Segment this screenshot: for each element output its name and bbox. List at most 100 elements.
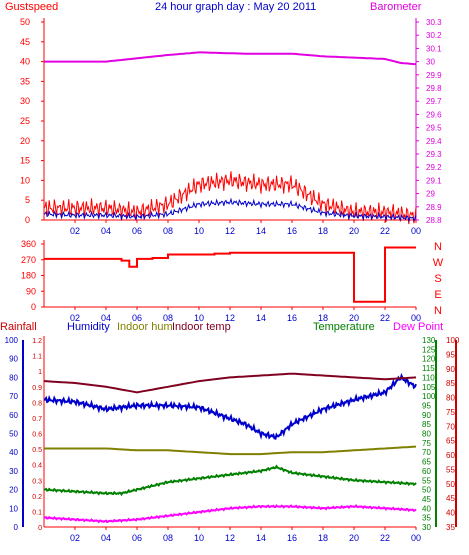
hour-tick-label: 14 xyxy=(256,226,266,236)
hour-tick-label: 14 xyxy=(256,533,266,543)
dew-point-tick-label: 85 xyxy=(446,379,455,388)
dew-point-tick-label: 65 xyxy=(446,437,455,446)
hour-tick-label: 16 xyxy=(287,313,297,323)
windspeed-line xyxy=(43,197,417,223)
series-layer xyxy=(43,51,417,524)
hour-tick-label: 00 xyxy=(411,226,421,236)
baro-tick-label: 29.8 xyxy=(426,84,442,93)
humidity-tick-label: 30 xyxy=(9,467,18,476)
humidity-tick-label: 90 xyxy=(9,355,18,364)
temperature-tick-label: 130 xyxy=(422,336,436,345)
hour-tick-label: 10 xyxy=(194,533,204,543)
barometer-label: Barometer xyxy=(370,1,422,13)
baro-tick-label: 29.6 xyxy=(426,110,442,119)
hour-tick-label: 04 xyxy=(101,533,111,543)
baro-tick-label: 30.1 xyxy=(426,44,442,53)
humidity-tick-label: 20 xyxy=(9,486,18,495)
gust-tick-label: 35 xyxy=(20,76,30,86)
temperature-tick-label: 75 xyxy=(422,439,431,448)
direction-tick-label: 180 xyxy=(21,271,36,281)
dew-point-tick-label: 70 xyxy=(446,422,455,431)
rain-tick-label: 0.9 xyxy=(32,385,42,392)
humidity-tick-label: 0 xyxy=(14,523,19,532)
gust-tick-label: 50 xyxy=(20,17,30,27)
hour-tick-label: 08 xyxy=(163,313,173,323)
indoor-temp-label: Indoor temp xyxy=(172,321,231,333)
hour-tick-label: 18 xyxy=(318,226,328,236)
baro-tick-label: 29.4 xyxy=(426,137,442,146)
gust-tick-label: 40 xyxy=(20,57,30,67)
hour-tick-label: 06 xyxy=(132,313,142,323)
hour-tick-label: 02 xyxy=(70,533,80,543)
dew-point-tick-label: 100 xyxy=(446,336,460,345)
wind-direction-line xyxy=(44,246,416,303)
baro-tick-label: 29.1 xyxy=(426,176,442,185)
graph-title: 24 hour graph day : May 20 2011 xyxy=(155,1,316,13)
baro-tick-label: 29.3 xyxy=(426,150,442,159)
rain-tick-label: 0 xyxy=(38,525,42,532)
humidity-tick-label: 50 xyxy=(9,430,18,439)
humidity-label: Humidity xyxy=(67,321,110,333)
hour-tick-label: 14 xyxy=(256,313,266,323)
compass-label-n: N xyxy=(434,305,442,317)
humidity-tick-label: 40 xyxy=(9,448,18,457)
hour-tick-label: 10 xyxy=(194,226,204,236)
hour-tick-label: 00 xyxy=(411,313,421,323)
tick-labels-layer: 0202020404040606060808081010101212121414… xyxy=(5,17,460,543)
baro-tick-label: 29.9 xyxy=(426,71,442,80)
baro-tick-label: 29 xyxy=(426,190,435,199)
indoor-temp-line xyxy=(43,372,417,394)
temperature-tick-label: 30 xyxy=(422,523,431,532)
rain-tick-label: 0.4 xyxy=(32,463,42,470)
temperature-tick-label: 110 xyxy=(422,373,435,382)
gust-tick-label: 5 xyxy=(25,195,30,205)
compass-label-s: S xyxy=(434,273,441,285)
direction-tick-label: 90 xyxy=(26,286,36,296)
rain-tick-label: 1.1 xyxy=(32,354,42,361)
hour-tick-label: 20 xyxy=(349,226,359,236)
temperature-tick-label: 60 xyxy=(422,467,431,476)
baro-tick-label: 29.7 xyxy=(426,97,442,106)
direction-tick-label: 0 xyxy=(31,302,36,312)
rain-tick-label: 1.2 xyxy=(32,338,42,345)
temperature-tick-label: 40 xyxy=(422,504,431,513)
temperature-tick-label: 65 xyxy=(422,458,431,467)
baro-tick-label: 29.2 xyxy=(426,163,442,172)
rain-tick-label: 0.1 xyxy=(32,509,42,516)
temperature-tick-label: 120 xyxy=(422,355,436,364)
hour-tick-label: 12 xyxy=(225,533,235,543)
hour-tick-label: 02 xyxy=(70,313,80,323)
rain-tick-label: 0.3 xyxy=(32,478,42,485)
dew-point-tick-label: 40 xyxy=(446,509,455,518)
temperature-tick-label: 125 xyxy=(422,345,436,354)
temperature-tick-label: 70 xyxy=(422,448,431,457)
indoor-hum-line xyxy=(44,445,417,456)
baro-tick-label: 28.9 xyxy=(426,203,442,212)
humidity-tick-label: 60 xyxy=(9,411,18,420)
temperature-tick-label: 45 xyxy=(422,495,431,504)
dew-point-tick-label: 55 xyxy=(446,465,455,474)
gust-tick-label: 0 xyxy=(25,215,30,225)
compass-label-e: E xyxy=(434,289,441,301)
temperature-label: Temperature xyxy=(313,321,375,333)
direction-tick-label: 360 xyxy=(21,239,36,249)
baro-tick-label: 30 xyxy=(426,58,435,67)
compass-label-n: N xyxy=(434,241,442,253)
hour-tick-label: 06 xyxy=(132,226,142,236)
gust-tick-label: 25 xyxy=(20,116,30,126)
barometer-line xyxy=(44,51,417,66)
dew-point-tick-label: 90 xyxy=(446,365,455,374)
dew-point-line xyxy=(44,504,417,524)
temperature-tick-label: 115 xyxy=(422,364,435,373)
humidity-tick-label: 10 xyxy=(9,504,18,513)
hour-tick-label: 04 xyxy=(101,226,111,236)
temperature-tick-label: 90 xyxy=(422,411,431,420)
gustspeed-label: Gustspeed xyxy=(5,1,58,13)
humidity-tick-label: 80 xyxy=(9,373,18,382)
temperature-tick-label: 80 xyxy=(422,430,431,439)
dew-point-tick-label: 50 xyxy=(446,480,455,489)
hour-tick-label: 12 xyxy=(225,226,235,236)
hour-tick-label: 18 xyxy=(318,313,328,323)
baro-tick-label: 30.2 xyxy=(426,31,442,40)
